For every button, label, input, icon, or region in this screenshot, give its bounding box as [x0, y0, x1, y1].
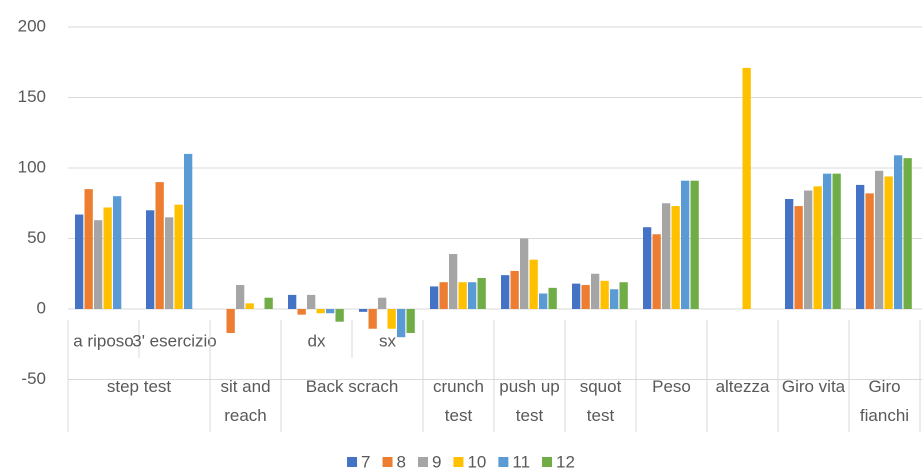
bar: [610, 289, 619, 309]
category-label: dx: [308, 331, 326, 350]
bar: [591, 273, 600, 309]
bar: [501, 275, 510, 309]
bar: [742, 67, 751, 309]
bar: [245, 303, 254, 309]
bar: [600, 280, 609, 309]
bar: [671, 206, 680, 309]
legend-swatch: [347, 457, 358, 467]
bar: [690, 180, 699, 309]
bar: [430, 286, 439, 309]
legend-label: 7: [361, 452, 370, 471]
bar: [813, 186, 822, 309]
category-label: 3' esercizio: [132, 331, 217, 350]
bar: [359, 309, 368, 312]
category-label: sx: [379, 331, 397, 350]
category-label: a riposo: [73, 331, 133, 350]
legend-label: 10: [467, 452, 486, 471]
group-label: altezza: [715, 377, 770, 396]
legend-swatch: [498, 457, 509, 467]
bar: [875, 170, 884, 309]
legend-label: 11: [512, 452, 530, 471]
bar: [103, 207, 112, 309]
bar: [681, 180, 690, 309]
bar: [894, 155, 903, 309]
bar: [406, 309, 415, 333]
group-label: Peso: [652, 377, 691, 396]
group-label: squot test: [579, 377, 622, 425]
legend-swatch: [453, 457, 464, 467]
bar: [307, 294, 316, 309]
group-label: step test: [106, 377, 172, 396]
bar: [510, 270, 519, 309]
bar: [297, 309, 306, 315]
bar: [884, 176, 893, 309]
bar: [468, 282, 477, 309]
bar: [785, 199, 794, 309]
bar: [226, 309, 235, 333]
group-label: Back scrach: [305, 377, 399, 396]
bar: [652, 234, 661, 309]
bar: [856, 184, 865, 309]
bar: [368, 309, 377, 329]
bar: [458, 282, 467, 309]
y-tick-label: 50: [27, 228, 46, 247]
group-label: push up test: [499, 377, 560, 425]
y-tick-label: 150: [18, 87, 46, 106]
bar: [832, 173, 841, 309]
legend-label: 8: [397, 452, 406, 471]
bar: [581, 285, 590, 309]
bar: [449, 254, 458, 309]
group-label: Giro fianchi: [859, 377, 910, 425]
bar: [662, 203, 671, 309]
group-label: Giro vita: [781, 377, 846, 396]
bar: [75, 214, 84, 309]
bar: [113, 196, 122, 309]
y-tick-label: 0: [37, 298, 46, 317]
bar: [94, 220, 103, 309]
bar: [539, 293, 548, 309]
legend-swatch: [382, 457, 393, 467]
bar: [643, 227, 652, 309]
bar: [804, 190, 813, 309]
legend-label: 12: [556, 452, 575, 471]
group-label: crunch test: [432, 377, 485, 425]
bar: [155, 182, 164, 309]
bar: [146, 210, 155, 309]
bar: [165, 217, 174, 309]
legend-label: 9: [432, 452, 441, 471]
bar: [529, 259, 538, 309]
y-tick-label: 200: [18, 16, 46, 35]
bar: [823, 173, 832, 309]
bar: [477, 277, 486, 309]
y-tick-label: 100: [18, 157, 46, 176]
group-label: sit and reach: [220, 377, 271, 425]
legend-swatch: [417, 457, 428, 467]
y-tick-label: -50: [21, 369, 46, 388]
bar: [335, 309, 344, 322]
bar: [288, 294, 297, 309]
bar: [794, 206, 803, 309]
bar: [903, 158, 912, 309]
bar: [572, 283, 581, 309]
bar: [548, 287, 557, 309]
bar: [174, 204, 183, 309]
bar: [264, 297, 273, 309]
bar: [184, 153, 193, 309]
bar: [378, 297, 387, 309]
bar: [520, 238, 529, 309]
bar: [397, 309, 406, 338]
bar: [865, 193, 874, 309]
bar: [236, 285, 245, 309]
bar: [326, 309, 335, 314]
bar: [619, 282, 628, 309]
bar: [439, 282, 448, 309]
bar: [84, 189, 93, 309]
bar: [387, 309, 396, 329]
bar: [316, 309, 325, 314]
legend-swatch: [542, 457, 553, 467]
